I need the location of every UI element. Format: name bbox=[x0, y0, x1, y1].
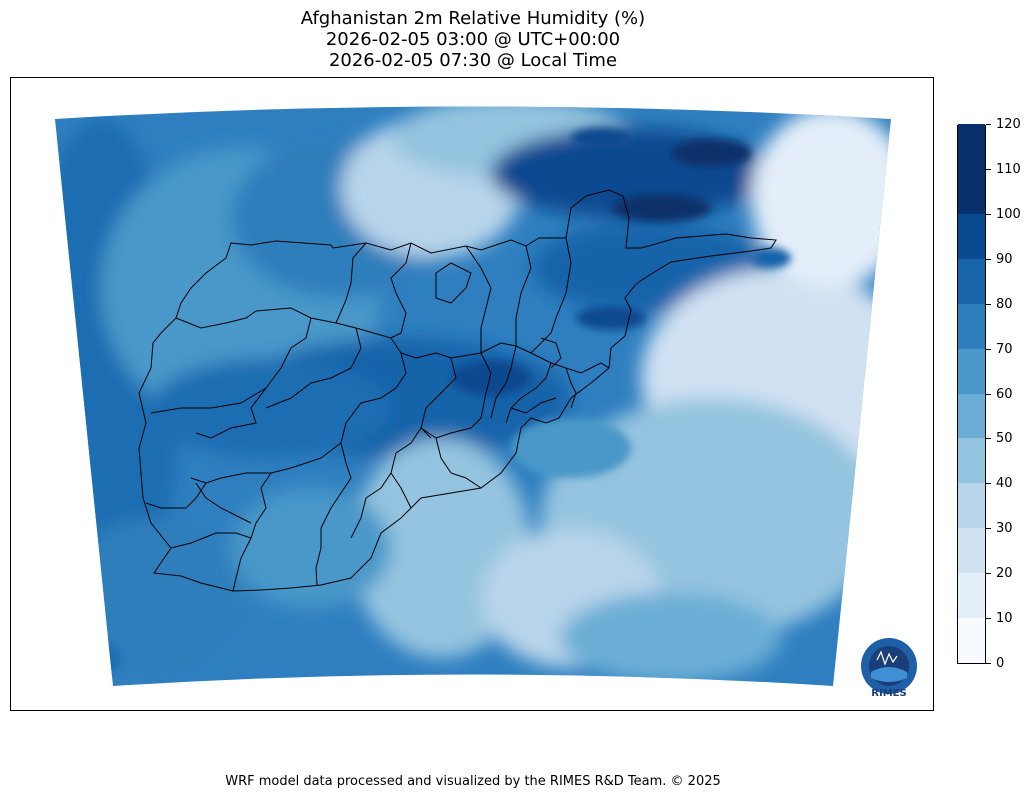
colorbar-tick-mark bbox=[986, 348, 991, 350]
colorbar-tick: 30 bbox=[986, 521, 1026, 537]
colorbar-tick-label: 60 bbox=[996, 386, 1013, 402]
colorbar-tick: 80 bbox=[986, 297, 1026, 313]
colorbar-tick: 10 bbox=[986, 611, 1026, 627]
colorbar bbox=[957, 123, 986, 664]
colorbar-tick-label: 90 bbox=[996, 251, 1013, 267]
province-boundaries bbox=[138, 189, 777, 592]
colorbar-segment bbox=[958, 437, 985, 484]
colorbar-tick-label: 40 bbox=[996, 476, 1013, 492]
colorbar-tick-label: 20 bbox=[996, 566, 1013, 582]
colorbar-tick-label: 50 bbox=[996, 431, 1013, 447]
colorbar-tick: 20 bbox=[986, 566, 1026, 582]
colorbar-segment bbox=[958, 482, 985, 529]
colorbar-tick-mark bbox=[986, 528, 991, 530]
colorbar-segment bbox=[958, 168, 985, 214]
colorbar-tick-mark bbox=[986, 483, 991, 485]
colorbar-tick-label: 10 bbox=[996, 611, 1013, 627]
colorbar-tick-mark bbox=[986, 618, 991, 620]
colorbar-tick-mark bbox=[986, 258, 991, 260]
colorbar-tick: 100 bbox=[986, 207, 1026, 223]
rimes-logo: RIMES bbox=[857, 634, 921, 699]
colorbar-segment bbox=[958, 258, 985, 304]
colorbar-tick-label: 30 bbox=[996, 521, 1013, 537]
colorbar-tick: 70 bbox=[986, 342, 1026, 358]
colorbar-tick: 90 bbox=[986, 252, 1026, 268]
colorbar-tick-label: 80 bbox=[996, 296, 1013, 312]
colorbar-segment bbox=[958, 348, 985, 394]
colorbar-segment bbox=[958, 213, 985, 259]
colorbar-tick: 40 bbox=[986, 476, 1026, 492]
title-line-1: Afghanistan 2m Relative Humidity (%) bbox=[300, 8, 646, 29]
colorbar-tick-label: 110 bbox=[996, 161, 1021, 177]
title-line-2: 2026-02-05 03:00 @ UTC+00:00 bbox=[325, 29, 621, 50]
humidity-map: RIMES bbox=[55, 106, 921, 699]
colorbar-tick-label: 120 bbox=[996, 117, 1021, 132]
colorbar-tick-label: 100 bbox=[996, 206, 1021, 222]
colorbar-tick-label: 70 bbox=[996, 341, 1013, 357]
colorbar-segment bbox=[958, 303, 985, 349]
colorbar-tick-mark bbox=[986, 393, 991, 395]
map-panel: RIMES bbox=[10, 77, 934, 711]
colorbar-tick: 0 bbox=[986, 656, 1026, 672]
colorbar-tick-mark bbox=[986, 438, 991, 440]
title-line-3: 2026-02-05 07:30 @ Local Time bbox=[328, 50, 618, 71]
colorbar-tick-mark bbox=[986, 573, 991, 575]
humidity-field bbox=[55, 106, 891, 686]
colorbar-tick-mark bbox=[986, 168, 991, 170]
colorbar-segment bbox=[958, 393, 985, 439]
colorbar-tick-label: 0 bbox=[996, 656, 1005, 671]
colorbar-tick: 120 bbox=[986, 117, 1026, 133]
colorbar-tick: 110 bbox=[986, 162, 1026, 178]
colorbar-tick: 60 bbox=[986, 387, 1026, 403]
colorbar-segment bbox=[958, 572, 985, 619]
colorbar-segment bbox=[958, 617, 985, 663]
footer-credit: WRF model data processed and visualized … bbox=[225, 774, 721, 789]
colorbar-tick-mark bbox=[986, 124, 991, 125]
colorbar-tick-mark bbox=[986, 303, 991, 305]
colorbar-tick-mark bbox=[986, 663, 991, 664]
colorbar-tick-mark bbox=[986, 213, 991, 215]
map-title: Afghanistan 2m Relative Humidity (%) 202… bbox=[10, 8, 936, 71]
colorbar-tick: 50 bbox=[986, 431, 1026, 447]
colorbar-segment bbox=[958, 527, 985, 574]
colorbar-segment bbox=[958, 123, 985, 169]
logo-label: RIMES bbox=[871, 688, 906, 699]
